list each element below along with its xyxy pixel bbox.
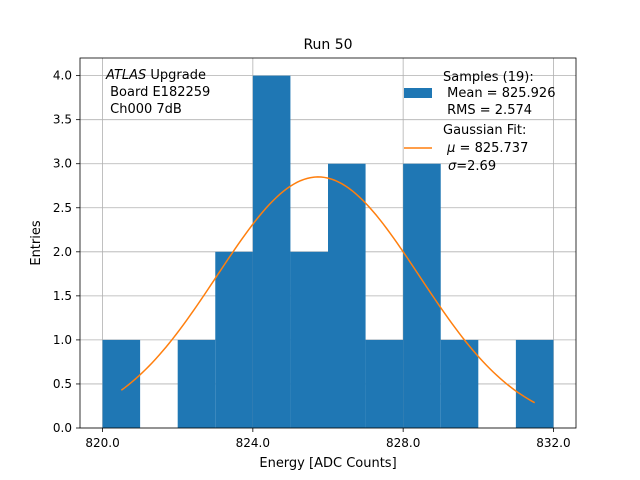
chart-title: Run 50 [303,37,352,53]
annotation-line-1: ATLAS Upgrade [105,68,206,83]
histogram-bar [365,339,404,428]
gaussian-fit [120,176,536,404]
legend: Samples (19): Mean = 825.926 RMS = 2.574… [404,70,555,174]
histogram-bar [515,339,554,428]
annotation-line-2: Board E182259 [106,85,210,100]
histogram-bar [102,339,141,428]
y-tick-label: 0.0 [53,421,72,435]
legend-histogram-line-2: Mean = 825.926 [443,86,555,101]
annotation-text: ATLAS Upgrade Board E182259 Ch000 7dB [105,68,210,117]
x-tick-label: 832.0 [536,436,570,450]
histogram-bar [440,339,479,428]
histogram-bar [215,251,253,428]
y-axis-ticks: 0.0 0.5 1.0 1.5 2.0 2.5 3.0 3.5 4.0 [53,69,80,435]
legend-histogram-line-1: Samples (19): [443,70,534,85]
x-tick-label: 820.0 [85,436,119,450]
x-tick-label: 828.0 [386,436,420,450]
histogram-bar [290,251,328,428]
y-tick-label: 4.0 [53,69,72,83]
gaussian-fit-curve [120,176,536,404]
y-tick-label: 1.0 [53,333,72,347]
annotation-line-3: Ch000 7dB [106,102,182,117]
legend-fit-line-2: μ = 825.737 [443,141,528,156]
legend-fit-line-1: Gaussian Fit: [443,123,526,138]
y-tick-label: 2.5 [53,201,72,215]
y-axis-label: Entries [29,220,44,266]
x-axis-ticks: 820.0 824.0 828.0 832.0 [85,428,571,450]
y-tick-label: 3.0 [53,157,72,171]
x-axis-label: Energy [ADC Counts] [259,456,396,471]
y-tick-label: 1.5 [53,289,72,303]
histogram-bar [252,75,291,428]
histogram-bar [177,339,216,428]
y-tick-label: 2.0 [53,245,72,259]
plot-frame [79,57,577,429]
legend-histogram-swatch [404,88,432,98]
histogram-bars [102,75,554,428]
legend-fit-line-3: σ=2.69 [448,159,496,174]
x-tick-label: 824.0 [236,436,270,450]
y-tick-label: 0.5 [53,377,72,391]
histogram-bar [403,163,441,428]
legend-histogram-line-3: RMS = 2.574 [443,103,532,118]
histogram-bar [328,163,366,428]
y-tick-label: 3.5 [53,113,72,127]
